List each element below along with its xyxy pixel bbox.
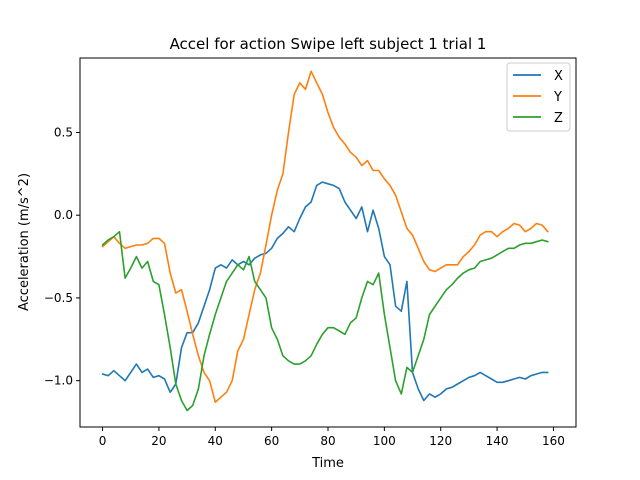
y-tick-label: −0.5 — [44, 291, 73, 305]
legend-label-y: Y — [553, 90, 562, 105]
legend: XYZ — [506, 62, 571, 132]
legend-label-x: X — [554, 69, 563, 84]
series-line-y — [101, 70, 549, 403]
x-tick-label: 140 — [486, 434, 509, 448]
x-tick-label: 20 — [151, 434, 166, 448]
x-tick-label: 40 — [208, 434, 223, 448]
y-tick-label: 0.0 — [54, 208, 73, 222]
y-tick-label: −1.0 — [44, 374, 73, 388]
x-tick-label: 0 — [99, 434, 107, 448]
x-axis-label: Time — [311, 456, 344, 471]
x-tick-label: 60 — [264, 434, 279, 448]
series-line-z — [101, 230, 549, 412]
y-tick-label: 0.5 — [54, 125, 73, 139]
x-tick-label: 160 — [542, 434, 565, 448]
x-tick-label: 100 — [373, 434, 396, 448]
x-axis: 0 20 40 60 80 100 120 140 160 — [99, 427, 565, 448]
legend-label-z: Z — [554, 111, 563, 126]
x-tick-label: 120 — [429, 434, 452, 448]
y-axis-label: Acceleration (m/s^2) — [17, 173, 32, 311]
chart-title: Accel for action Swipe left subject 1 tr… — [170, 35, 487, 53]
series-layer — [101, 70, 549, 412]
x-tick-label: 80 — [320, 434, 335, 448]
y-axis: −1.0 −0.5 0.0 0.5 — [44, 125, 80, 388]
series-line-x — [101, 181, 549, 402]
legend-box — [506, 62, 571, 132]
